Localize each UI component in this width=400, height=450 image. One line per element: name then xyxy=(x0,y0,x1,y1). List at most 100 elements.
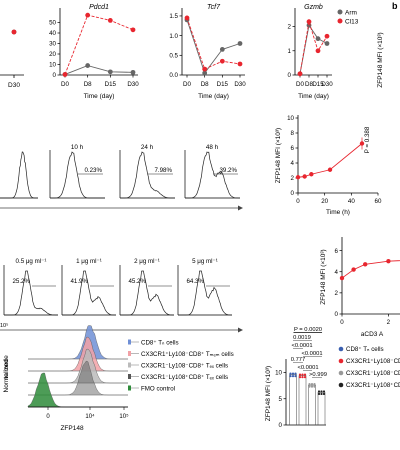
x-tick-label: D8 xyxy=(201,81,209,88)
p-value: <0.0001 xyxy=(301,351,322,357)
x-tick-label: D15 xyxy=(312,81,324,88)
bar xyxy=(289,374,297,426)
y-tick-label: 10 xyxy=(275,370,282,377)
p-value: <0.0001 xyxy=(291,343,312,349)
chart-title: Pdcd1 xyxy=(89,4,109,11)
hist-y-label: Normalizedto mode xyxy=(3,355,10,393)
row2-hist-2: 24 h 7.98% xyxy=(119,144,175,199)
x-tick-label: D0 xyxy=(296,81,304,88)
legend-label: CX3CR1⁻Ly108⁻CD8⁺ Tₑₓ cells xyxy=(141,362,228,369)
hist-x-tick-label: 10⁵ xyxy=(119,413,129,420)
y-tick-label: 1.5 xyxy=(169,13,178,20)
hist-x-tick-label: 0 xyxy=(46,414,50,420)
x-tick-label: 60 xyxy=(375,198,382,205)
data-point xyxy=(386,258,391,264)
y-tick-label: 2 xyxy=(291,175,295,182)
row4-overlay-histogram: 0 10⁴ 10⁵ ZFP148 Normalizedto mode xyxy=(3,325,129,432)
hist-dose-label: 1 μg ml⁻¹ xyxy=(76,258,102,265)
data-point-arm xyxy=(202,70,208,76)
y-tick-label: 4 xyxy=(335,269,339,276)
bar-point xyxy=(313,385,316,388)
bar-point xyxy=(301,373,304,376)
legend-label: CX3CR1⁻Ly108⁻CD8⁺ xyxy=(346,370,400,377)
bar-point xyxy=(298,376,302,379)
bar-point xyxy=(303,373,307,376)
bar-point xyxy=(313,383,316,386)
gate-percent: 41.9% xyxy=(70,278,88,285)
bar xyxy=(298,375,307,426)
bar-point xyxy=(294,375,297,378)
row4-histogram-legend: CD8⁺ Tₙ cells CX3CR1⁺Ly108⁻CD8⁺ Tₘₑₘ cell… xyxy=(128,339,234,392)
bar-point xyxy=(308,385,311,388)
data-point xyxy=(351,267,356,272)
y-tick-label: 0 xyxy=(53,72,57,79)
y-tick-label: 6 xyxy=(335,248,339,255)
p-value-annotation: P = 0.388 xyxy=(364,126,371,153)
data-point xyxy=(363,262,368,267)
row3-histograms: 0.5 μg ml⁻¹ 25.2% 1 μg ml⁻¹ 41.9% 2 μg ml⁻¹ 4… xyxy=(3,258,232,316)
legend-arm-marker xyxy=(337,9,343,15)
data-point-cl13 xyxy=(306,19,312,25)
series-line-cl13 xyxy=(299,21,328,74)
legend-swatch xyxy=(128,339,131,345)
legend-label: CX3CR1⁻Ly108⁺CD8⁺ Tₑₓ cells xyxy=(141,374,228,381)
legend-label: CX3CR1⁺Ly108⁻CD8⁺ Tₘₑₘ cells xyxy=(141,351,234,358)
x-tick-label: 40 xyxy=(348,198,355,205)
row1-legend: Arm Cl13 xyxy=(337,9,359,26)
row1-right-ylabel: ZFP148 MFI (×10³) xyxy=(377,32,384,87)
x-axis-label: Time (day) xyxy=(198,93,229,100)
data-point xyxy=(309,172,314,177)
legend-label: CD8⁺ Tₙ cells xyxy=(141,339,179,346)
y-tick-label: 0 xyxy=(288,72,292,79)
data-point xyxy=(327,167,333,172)
row1-p0-tick: D30 xyxy=(8,82,20,89)
x-tick-label: D30 xyxy=(127,81,139,88)
legend-cl13-label: Cl13 xyxy=(345,19,359,26)
legend-swatch xyxy=(128,385,131,391)
y-tick-label: 10 xyxy=(287,115,294,122)
data-point-cl13 xyxy=(297,71,303,77)
data-point-arm xyxy=(237,41,243,46)
hist-x-tick-label: 10⁴ xyxy=(85,413,95,420)
y-tick-label: 0 xyxy=(279,422,283,429)
y-tick-label: 40 xyxy=(49,30,56,37)
bar-point xyxy=(317,390,321,393)
row1-p0-point-cl13 xyxy=(11,29,17,35)
row1-line-chart-1: 0 10 20 30 40 50 D0 D8 D15 D30 Time (day) Pdcd1 xyxy=(49,4,139,100)
y-tick-label: 0 xyxy=(291,190,295,197)
gate-percent: 64.3% xyxy=(186,278,204,285)
hist-trace xyxy=(62,270,116,316)
p-value: 0.0019 xyxy=(293,335,311,341)
y-tick-label: 1.0 xyxy=(169,33,178,40)
overlay-hist-0 xyxy=(28,325,128,360)
row1-panel-0: D30 xyxy=(0,29,24,89)
data-point-cl13 xyxy=(219,58,225,64)
data-point-cl13 xyxy=(107,18,113,23)
series-line-arm xyxy=(64,65,134,75)
data-point-cl13 xyxy=(202,66,208,72)
y-tick-label: 30 xyxy=(49,41,56,48)
y-tick-label: 2 xyxy=(335,290,339,297)
y-tick-label: 5 xyxy=(279,396,283,403)
legend-cl13-marker xyxy=(337,18,343,24)
hist-trace xyxy=(0,151,38,199)
hist-trace xyxy=(178,270,232,316)
data-point xyxy=(295,175,301,180)
x-tick-label: 20 xyxy=(321,198,328,205)
series-line xyxy=(297,143,363,178)
data-point-cl13 xyxy=(85,12,91,18)
hist-time-label: 48 h xyxy=(206,144,219,151)
y-tick-label: 50 xyxy=(49,20,56,27)
legend-marker xyxy=(338,358,344,364)
panel-letter-b: b xyxy=(392,1,398,11)
x-tick-label: 0 xyxy=(296,198,300,205)
bar xyxy=(308,384,316,426)
y-tick-label: 8 xyxy=(291,130,295,137)
legend-label: FMO control xyxy=(141,385,175,392)
x-tick-label: D8 xyxy=(84,81,92,88)
hist-time-label: 24 h xyxy=(141,144,154,151)
gate-percent: 0.23% xyxy=(84,167,102,174)
data-point xyxy=(302,174,307,179)
